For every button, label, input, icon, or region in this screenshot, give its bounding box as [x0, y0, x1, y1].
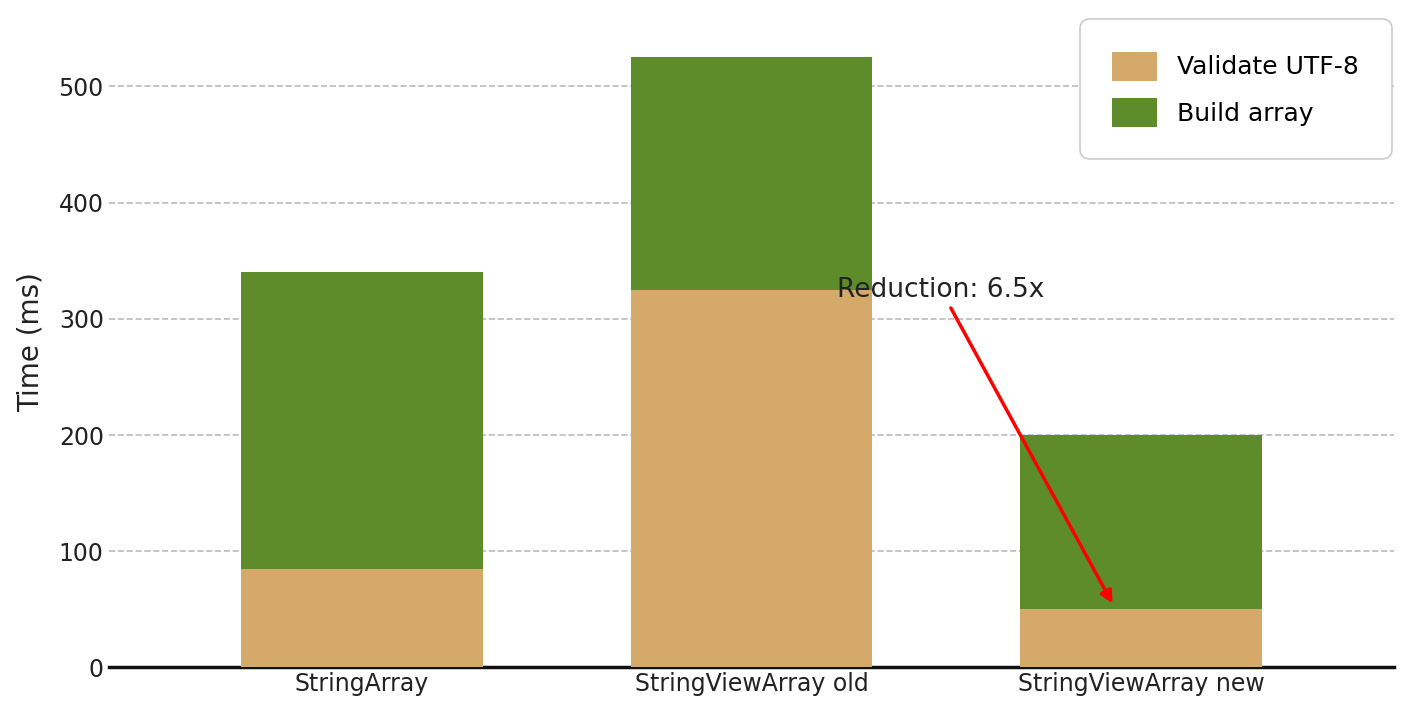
Bar — [241, 272, 483, 569]
Bar — [241, 569, 483, 667]
Y-axis label: Time (ms): Time (ms) — [17, 272, 45, 412]
Bar — [1020, 610, 1261, 667]
Text: Reduction: 6.5x: Reduction: 6.5x — [837, 277, 1110, 600]
Bar — [631, 57, 872, 289]
Bar — [631, 289, 872, 667]
Bar — [1020, 435, 1261, 610]
Legend: Validate UTF-8, Build array: Validate UTF-8, Build array — [1089, 29, 1381, 150]
